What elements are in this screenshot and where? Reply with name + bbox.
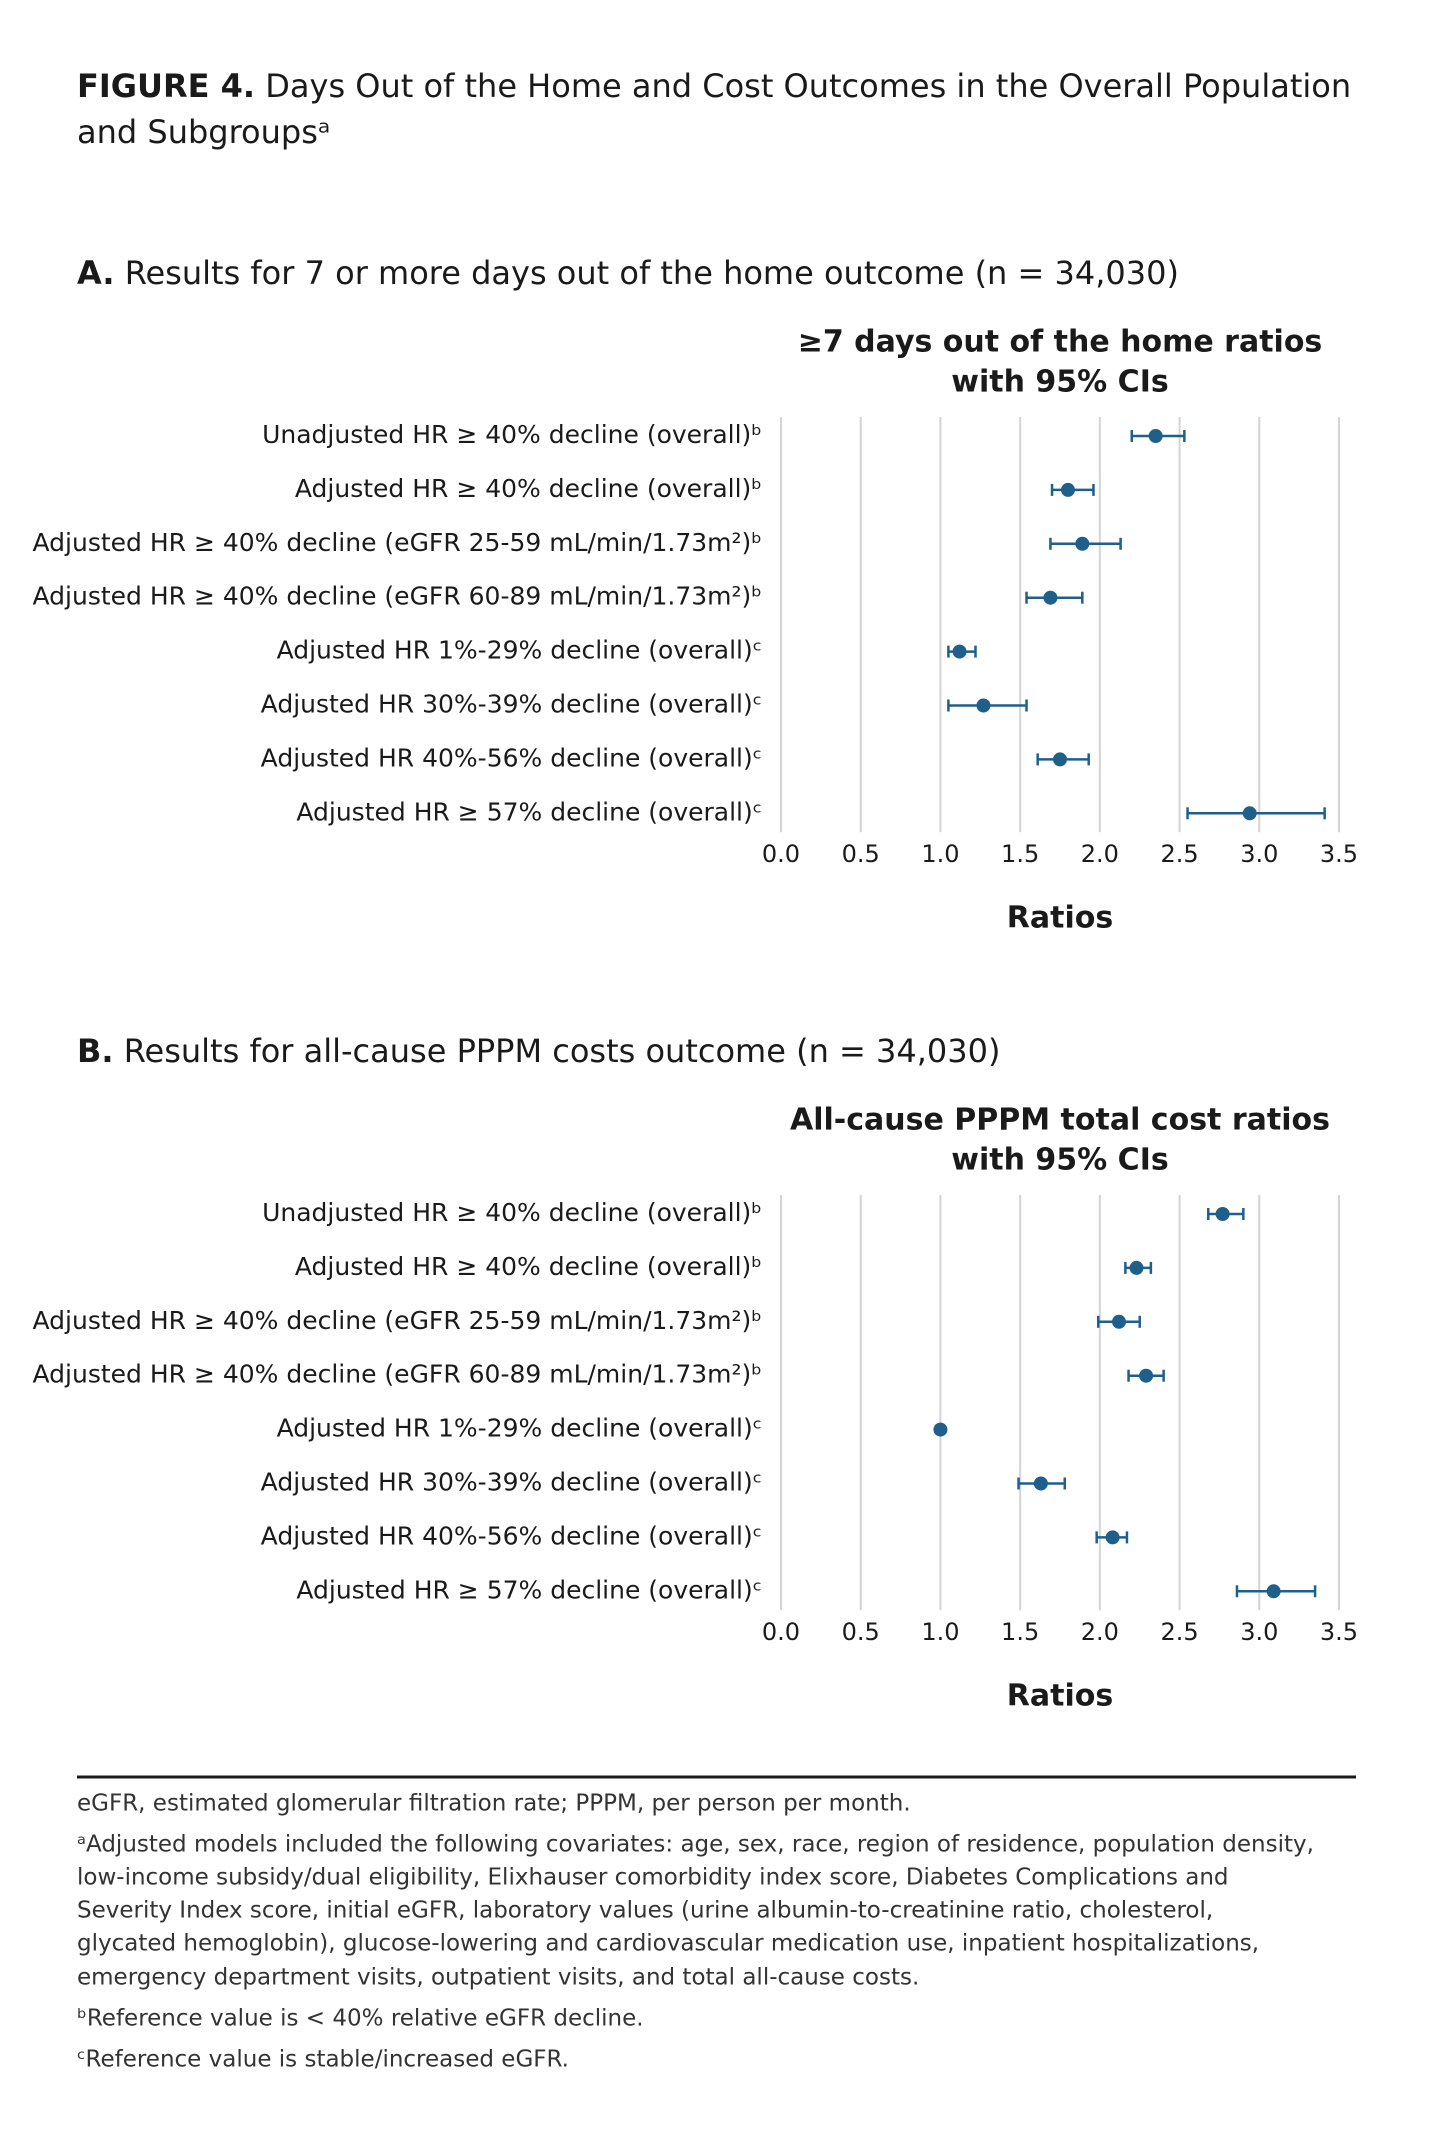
chart-title: ≥7 days out of the home ratios	[798, 325, 1323, 360]
panel-title: Results for all-cause PPPM costs outcome…	[124, 1032, 1001, 1070]
x-tick-label: 2.0	[1081, 1618, 1119, 1646]
x-tick-label: 1.5	[1001, 840, 1039, 868]
row-label: Adjusted HR 30%-39% decline (overall)ᶜ	[261, 1468, 762, 1497]
point	[1075, 536, 1090, 551]
row-label: Adjusted HR ≥ 40% decline (eGFR 25-59 mL…	[33, 1306, 763, 1335]
footnote: eGFR, estimated glomerular filtration ra…	[77, 1791, 911, 1817]
point	[1129, 1260, 1144, 1275]
figure-title-line: and Subgroupsᵃ	[77, 113, 330, 151]
row-label: Adjusted HR ≥ 57% decline (overall)ᶜ	[296, 1575, 762, 1604]
point	[1105, 1530, 1120, 1545]
row-label: Adjusted HR 30%-39% decline (overall)ᶜ	[261, 690, 762, 719]
row-label: Adjusted HR ≥ 40% decline (eGFR 60-89 mL…	[33, 1360, 763, 1389]
row-label: Adjusted HR ≥ 40% decline (overall)ᵇ	[295, 1252, 762, 1281]
point	[933, 1422, 948, 1437]
x-tick-label: 3.5	[1320, 840, 1358, 868]
figure-label: FIGURE 4.	[77, 67, 255, 105]
row-label: Unadjusted HR ≥ 40% decline (overall)ᵇ	[262, 1198, 762, 1227]
row-label: Adjusted HR ≥ 57% decline (overall)ᶜ	[296, 797, 762, 826]
point	[976, 698, 991, 713]
x-tick-label: 1.0	[921, 840, 959, 868]
row-label: Adjusted HR 40%-56% decline (overall)ᶜ	[261, 743, 762, 772]
row-label: Adjusted HR ≥ 40% decline (overall)ᵇ	[295, 474, 762, 503]
x-tick-label: 3.0	[1240, 840, 1278, 868]
point	[1266, 1584, 1281, 1599]
panel-label: B.	[77, 1032, 114, 1070]
x-tick-label: 1.5	[1001, 1618, 1039, 1646]
row-label: Unadjusted HR ≥ 40% decline (overall)ᵇ	[262, 420, 762, 449]
x-tick-label: 1.0	[921, 1618, 959, 1646]
footnote: low-income subsidy/dual eligibility, Eli…	[77, 1865, 1229, 1891]
point	[1111, 1314, 1126, 1329]
x-tick-label: 0.0	[762, 840, 800, 868]
panel-title: Results for 7 or more days out of the ho…	[125, 254, 1179, 292]
panel-heading: A. Results for 7 or more days out of the…	[77, 254, 1179, 292]
row-label: Adjusted HR 1%-29% decline (overall)ᶜ	[277, 636, 762, 665]
x-tick-label: 3.0	[1240, 1618, 1278, 1646]
panel-heading: B. Results for all-cause PPPM costs outc…	[77, 1032, 1000, 1070]
point	[1148, 429, 1163, 443]
point	[1215, 1207, 1230, 1221]
footnote: emergency department visits, outpatient …	[77, 1965, 919, 1991]
footnote: ᵇReference value is < 40% relative eGFR …	[77, 2006, 644, 2032]
x-tick-label: 3.5	[1320, 1618, 1358, 1646]
point	[1053, 752, 1067, 767]
footnote: ᶜReference value is stable/increased eGF…	[77, 2047, 569, 2073]
row-label: Adjusted HR ≥ 40% decline (eGFR 60-89 mL…	[33, 582, 763, 611]
footnote: glycated hemoglobin), glucose-lowering a…	[77, 1931, 1259, 1957]
x-tick-label: 0.5	[842, 1618, 880, 1646]
panel-label: A.	[77, 254, 115, 292]
point	[1033, 1476, 1048, 1491]
x-tick-label: 2.5	[1160, 840, 1198, 868]
point	[952, 644, 967, 659]
footnote: Severity Index score, initial eGFR, labo…	[77, 1898, 1213, 1924]
chart-title: All-cause PPPM total cost ratios	[790, 1103, 1330, 1138]
row-label: Adjusted HR 1%-29% decline (overall)ᶜ	[277, 1414, 762, 1443]
point	[1242, 806, 1257, 821]
x-tick-label: 0.0	[762, 1618, 800, 1646]
x-tick-label: 2.0	[1081, 840, 1119, 868]
x-tick-label: 0.5	[842, 840, 880, 868]
figure-title-line: Days Out of the Home and Cost Outcomes i…	[265, 67, 1351, 105]
row-label: Adjusted HR ≥ 40% decline (eGFR 25-59 mL…	[33, 528, 763, 557]
x-axis-label: Ratios	[1007, 1679, 1113, 1714]
row-label: Adjusted HR 40%-56% decline (overall)ᶜ	[261, 1521, 762, 1550]
footnote: ᵃAdjusted models included the following …	[77, 1832, 1314, 1858]
figure-title: FIGURE 4. Days Out of the Home and Cost …	[77, 67, 1351, 105]
point	[1060, 482, 1075, 497]
x-axis-label: Ratios	[1007, 901, 1113, 936]
point	[1043, 590, 1058, 605]
chart-title: with 95% CIs	[951, 365, 1168, 400]
point	[1139, 1368, 1154, 1383]
chart-title: with 95% CIs	[951, 1143, 1168, 1178]
x-tick-label: 2.5	[1160, 1618, 1198, 1646]
